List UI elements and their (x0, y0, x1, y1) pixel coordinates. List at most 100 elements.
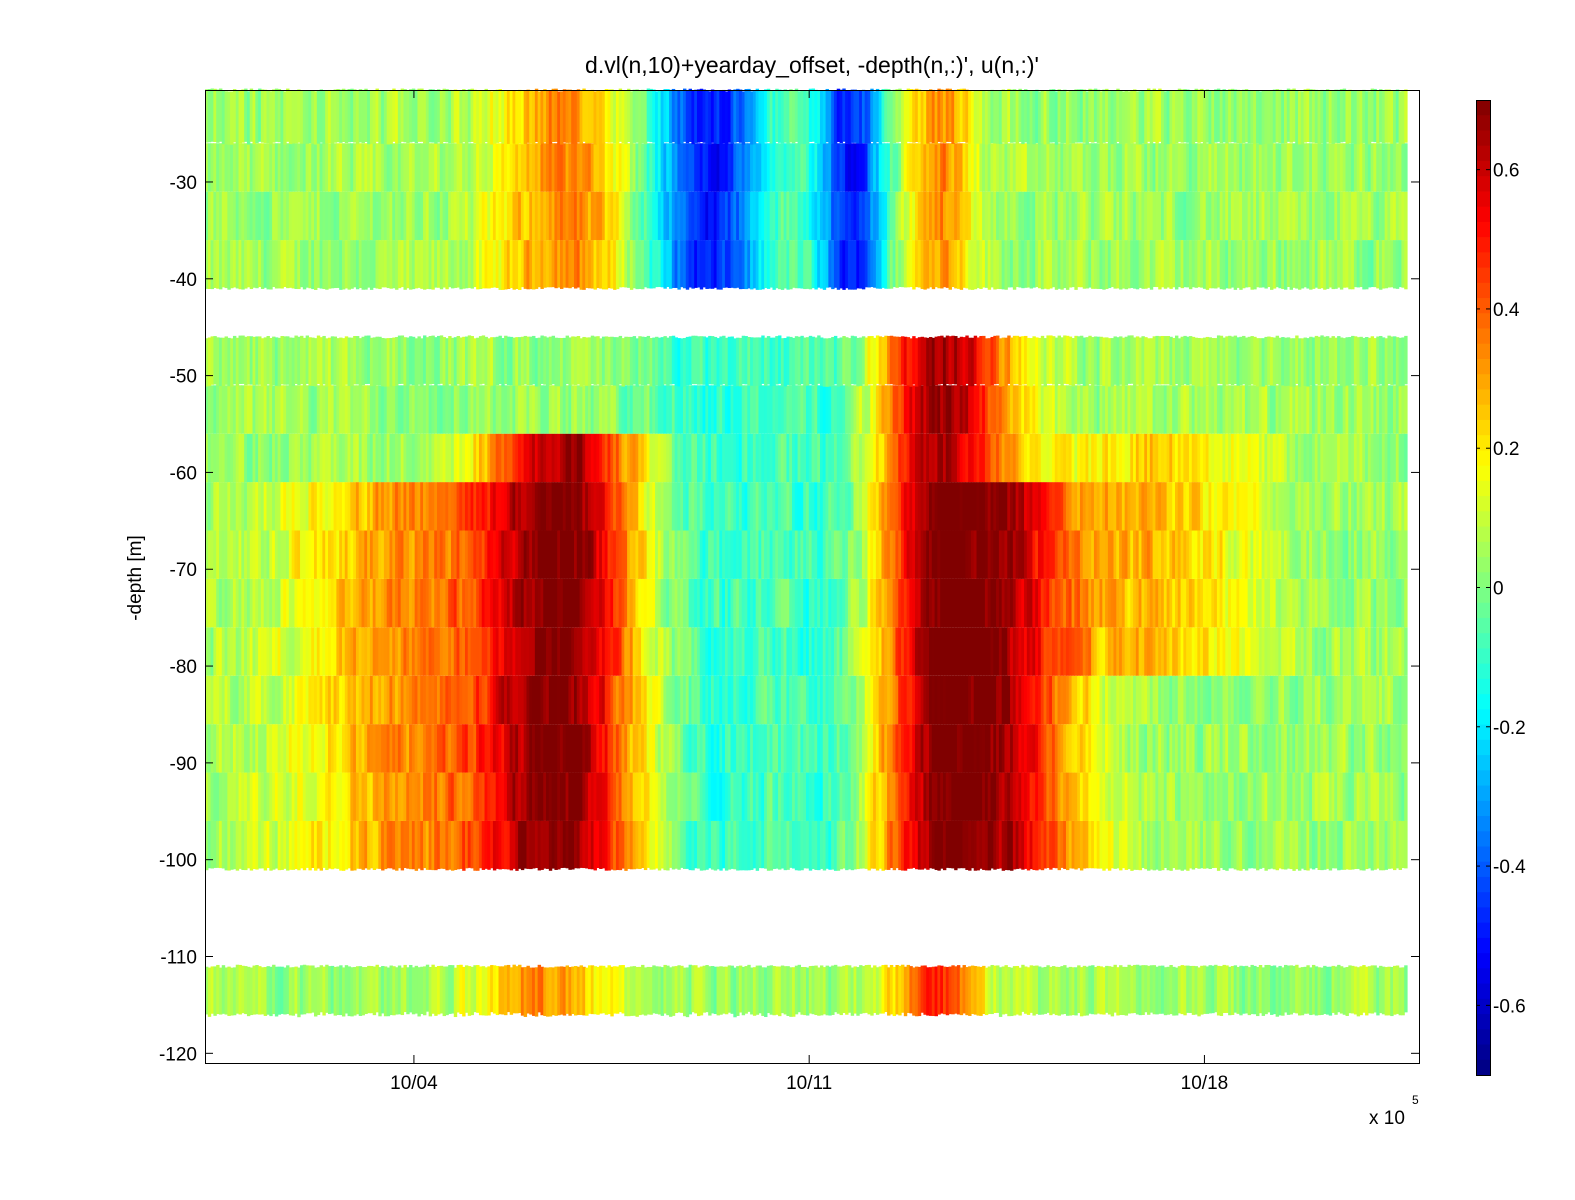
heatmap-cell (266, 90, 270, 144)
heatmap-cell (1370, 627, 1375, 676)
heatmap-cell (381, 772, 385, 821)
heatmap-cell (923, 91, 927, 145)
heatmap-cell (361, 191, 365, 241)
heatmap-cell (1074, 627, 1078, 676)
heatmap-cell (328, 240, 332, 289)
heatmap-cell (1119, 820, 1123, 871)
heatmap-cell (839, 530, 843, 579)
heatmap-cell (864, 143, 869, 192)
heatmap-cell (1261, 627, 1266, 676)
heatmap-cell (397, 89, 402, 144)
heatmap-cell (1230, 675, 1235, 725)
heatmap-cell (291, 530, 296, 579)
heatmap-cell (364, 482, 368, 531)
heatmap-cell (934, 820, 938, 870)
heatmap-cell (1284, 675, 1288, 725)
heatmap-cell (912, 724, 916, 773)
heatmap-cell (635, 530, 639, 579)
heatmap-cell (1038, 143, 1042, 192)
heatmap-cell (641, 482, 645, 531)
heatmap-cell (1359, 240, 1363, 288)
heatmap-cell (1197, 89, 1201, 143)
heatmap-cell (1149, 820, 1154, 870)
heatmap-cell (1010, 191, 1014, 241)
heatmap-cell (308, 772, 312, 821)
heatmap-cell (1267, 90, 1271, 144)
heatmap-cell (965, 578, 969, 628)
heatmap-cell (213, 578, 217, 628)
heatmap-cell (330, 627, 335, 676)
heatmap-cell (520, 482, 525, 531)
heatmap-cell (504, 675, 508, 725)
heatmap-cell (1200, 820, 1204, 869)
heatmap-cell (467, 191, 472, 241)
heatmap-cell (1001, 820, 1006, 871)
heatmap-cell (1116, 530, 1120, 579)
heatmap-cell (666, 724, 670, 773)
heatmap-cell (258, 88, 262, 142)
heatmap-cell (571, 90, 575, 144)
heatmap-cell (1367, 578, 1372, 628)
heatmap-cell (1306, 578, 1310, 628)
heatmap-cell (1194, 530, 1198, 579)
heatmap-cell (705, 90, 709, 144)
heatmap-cell (778, 530, 782, 579)
heatmap-cell (808, 820, 813, 871)
heatmap-cell (842, 530, 846, 579)
heatmap-cell (557, 772, 561, 821)
heatmap-cell (406, 191, 410, 241)
heatmap-cell (772, 820, 776, 869)
heatmap-cell (808, 772, 813, 821)
heatmap-cell (831, 675, 835, 725)
heatmap-cell (383, 772, 388, 821)
heatmap-cell (218, 88, 223, 142)
heatmap-cell (649, 143, 653, 192)
heatmap-cell (305, 772, 310, 821)
heatmap-cell (509, 772, 514, 821)
heatmap-cell (607, 820, 611, 871)
heatmap-cell (998, 143, 1003, 192)
heatmap-cell (691, 627, 695, 676)
heatmap-cell (1317, 143, 1321, 192)
heatmap-cell (397, 724, 402, 773)
heatmap-cell (903, 143, 908, 192)
heatmap-cell (546, 530, 550, 579)
heatmap-cell (783, 89, 788, 143)
heatmap-cell (833, 820, 838, 871)
heatmap-cell (895, 482, 899, 531)
heatmap-cell (792, 90, 796, 144)
heatmap-cell (1060, 578, 1064, 628)
heatmap-cell (260, 191, 265, 241)
heatmap-cell (311, 578, 315, 628)
heatmap-cell (1367, 820, 1372, 869)
heatmap-cell (341, 627, 346, 676)
heatmap-cell (629, 675, 634, 725)
heatmap-cell (1174, 578, 1179, 628)
heatmap-cell (548, 191, 553, 241)
heatmap-cell (1384, 240, 1389, 289)
heatmap-cell (571, 627, 575, 676)
heatmap-cell (367, 820, 371, 870)
heatmap-cell (1054, 820, 1059, 869)
heatmap-cell (476, 627, 480, 676)
heatmap-cell (942, 772, 947, 821)
heatmap-cell (1353, 820, 1358, 870)
heatmap-cell (562, 578, 567, 628)
heatmap-cell (263, 89, 268, 143)
heatmap-cell (1046, 772, 1050, 821)
heatmap-cell (1286, 530, 1291, 579)
heatmap-cell (221, 530, 226, 579)
heatmap-cell (397, 191, 402, 241)
heatmap-cell (532, 530, 536, 579)
heatmap-cell (1130, 191, 1134, 241)
heatmap-cell (741, 91, 746, 145)
heatmap-cell (702, 89, 706, 143)
heatmap-cell (741, 675, 746, 725)
heatmap-cell (1152, 530, 1157, 579)
heatmap-cell (861, 482, 866, 531)
heatmap-cell (1311, 89, 1316, 143)
heatmap-cell (205, 530, 209, 579)
heatmap-cell (1292, 88, 1296, 142)
heatmap-cell (920, 143, 925, 192)
heatmap-cell (1214, 675, 1218, 725)
